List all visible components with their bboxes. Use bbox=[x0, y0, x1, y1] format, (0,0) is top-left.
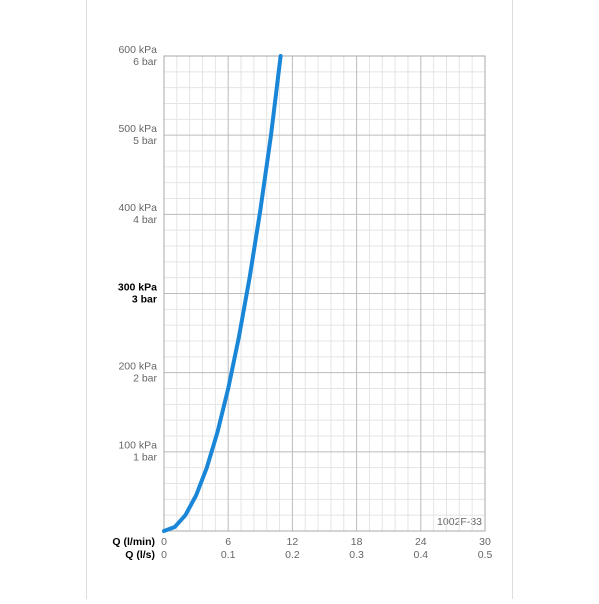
x2-tick-label: 0 bbox=[161, 549, 167, 561]
y-tick-label: 500 kPa bbox=[118, 123, 157, 135]
line bbox=[162, 54, 283, 533]
y-tick-bar-label: 3 bar bbox=[132, 293, 157, 305]
x2-tick-label: 0.1 bbox=[221, 549, 236, 561]
x-tick-label: 30 bbox=[479, 536, 491, 548]
y-tick-label: 600 kPa bbox=[118, 44, 157, 56]
y-tick-bar-label: 4 bar bbox=[133, 214, 157, 226]
x-axis-label: Q (l/min) bbox=[112, 536, 155, 548]
x-tick-label: 12 bbox=[287, 536, 299, 548]
x-tick-label: 18 bbox=[351, 536, 363, 548]
y-tick-bar-label: 5 bar bbox=[133, 135, 157, 147]
x-tick-label: 0 bbox=[161, 536, 167, 548]
y-tick-label: 100 kPa bbox=[118, 440, 157, 452]
y-tick-bar-label: 1 bar bbox=[133, 452, 157, 464]
y-tick-label: 400 kPa bbox=[118, 202, 157, 214]
x2-tick-label: 0.4 bbox=[413, 549, 428, 561]
x-tick-label: 6 bbox=[225, 536, 231, 548]
x2-tick-label: 0.5 bbox=[478, 549, 493, 561]
y-tick-bar-label: 6 bar bbox=[133, 56, 157, 68]
y-tick-bar-label: 2 bar bbox=[133, 372, 157, 384]
x2-axis-label: Q (l/s) bbox=[125, 549, 155, 561]
plot-border bbox=[163, 55, 486, 532]
y-tick-label: 200 kPa bbox=[118, 360, 157, 372]
x2-tick-label: 0.2 bbox=[285, 549, 300, 561]
y-tick-label: 300 kPa bbox=[118, 281, 157, 293]
x-tick-label: 24 bbox=[415, 536, 427, 548]
x2-tick-label: 0.3 bbox=[349, 549, 364, 561]
